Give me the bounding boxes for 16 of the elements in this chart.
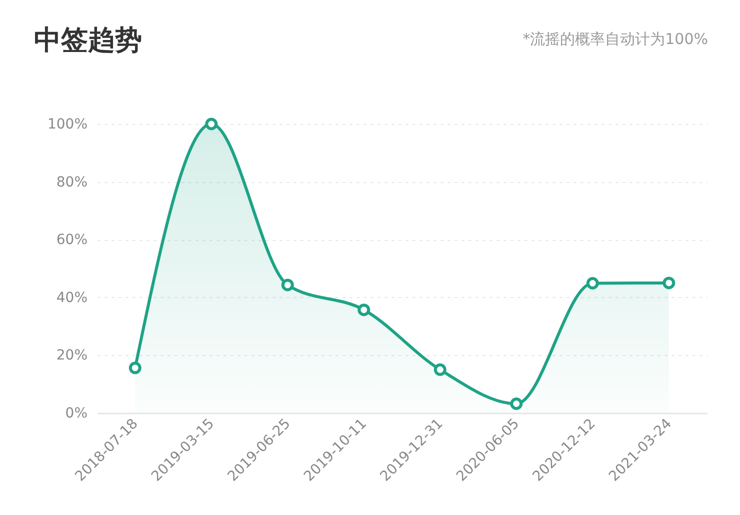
point xyxy=(281,278,294,292)
y-tick-label: 0% xyxy=(65,406,88,422)
y-tick-label: 80% xyxy=(56,174,88,190)
point xyxy=(510,398,523,410)
chart-title: 中签趋势 xyxy=(34,24,142,58)
y-tick-label: 20% xyxy=(56,348,88,364)
point xyxy=(358,304,370,316)
y-tick-label: 40% xyxy=(56,290,88,306)
y-tick-label: 100% xyxy=(47,116,88,132)
point xyxy=(662,276,676,290)
point xyxy=(205,118,218,130)
point xyxy=(434,363,446,376)
point xyxy=(128,362,142,374)
chart-subtitle: *流摇的概率自动计为100% xyxy=(522,30,708,49)
point xyxy=(586,277,599,290)
y-tick-label: 60% xyxy=(56,232,88,248)
